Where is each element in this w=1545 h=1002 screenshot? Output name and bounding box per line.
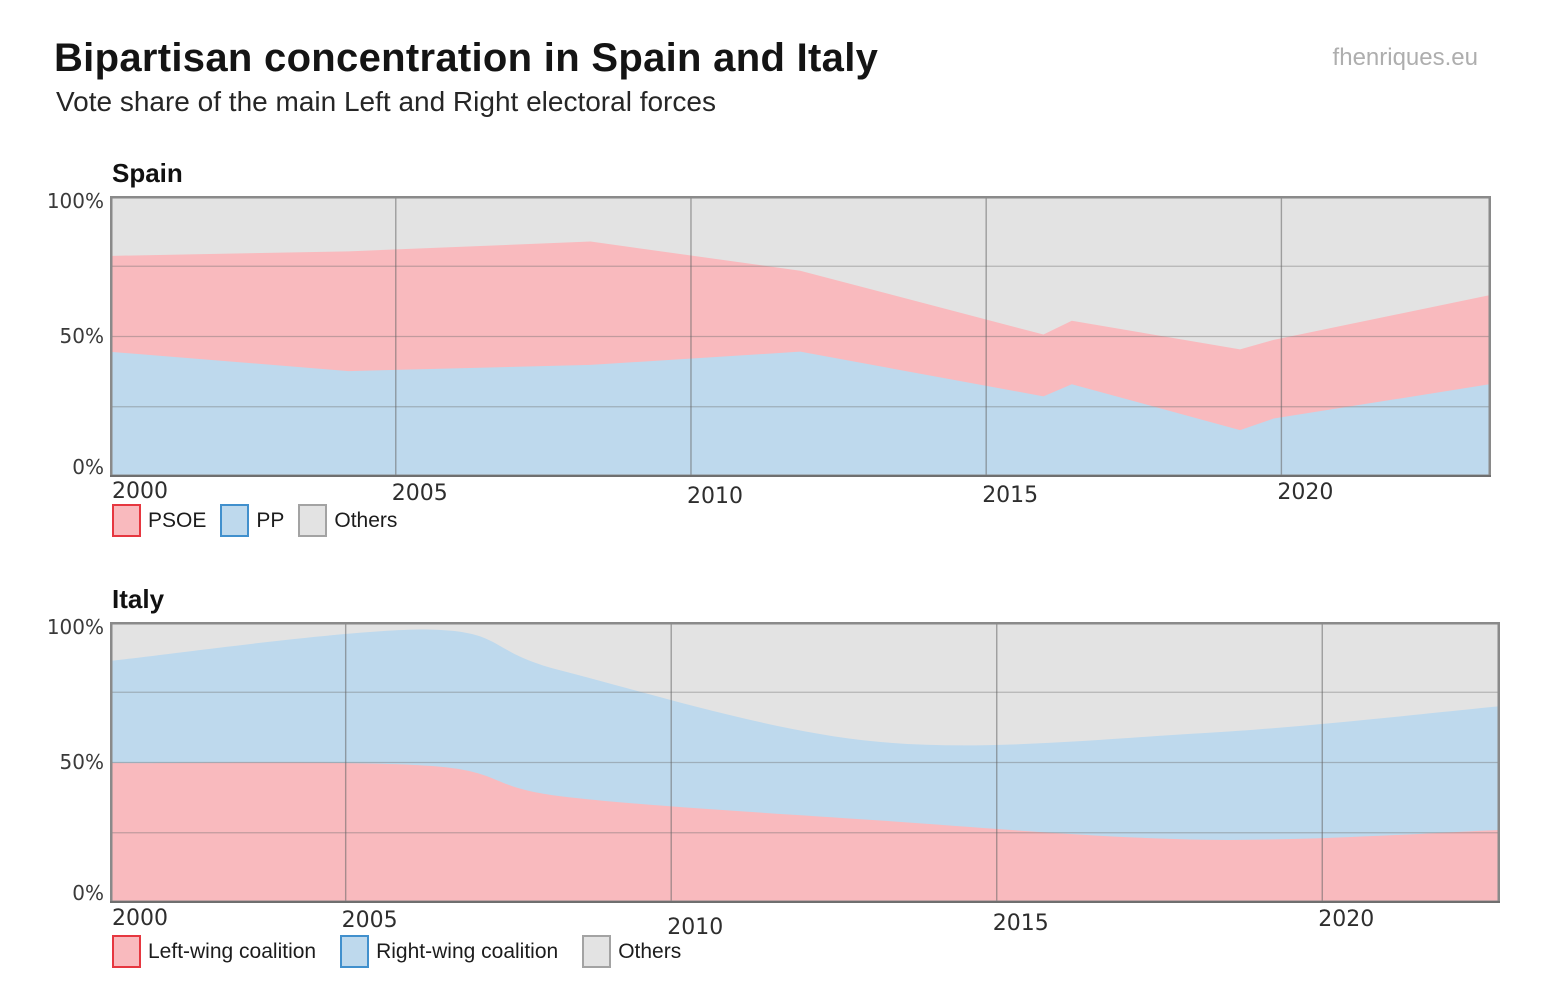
legend-item: PP — [220, 504, 284, 537]
y-axis-tick-label: 100% — [46, 615, 104, 639]
legend-label: Others — [618, 939, 682, 963]
legend-item: PSOE — [112, 504, 206, 537]
italy-chart-title: Italy — [112, 584, 165, 614]
legend-label: PP — [256, 508, 285, 532]
x-axis-tick-label: 2005 — [341, 908, 398, 933]
italy-stacked-area-chart — [110, 622, 1500, 903]
x-axis-tick-label: 2020 — [1318, 907, 1375, 932]
bottom-stack-area — [112, 351, 1491, 477]
legend-item: Others — [582, 935, 681, 968]
x-axis-tick-label: 2005 — [391, 481, 448, 506]
legend-label: Left-wing coalition — [148, 939, 317, 963]
page-title: Bipartisan concentration in Spain and It… — [54, 36, 879, 80]
y-axis-tick-label: 50% — [59, 323, 104, 348]
spain-legend: PSOE PP Others — [112, 504, 397, 537]
legend-swatch — [582, 935, 612, 968]
legend-label: PSOE — [148, 508, 207, 532]
legend-item: Left-wing coalition — [112, 935, 316, 968]
bottom-stack-area — [110, 762, 1500, 903]
x-axis-tick-label: 2010 — [686, 484, 743, 509]
spain-stacked-area-chart — [110, 196, 1491, 477]
x-axis-tick-label: 2015 — [992, 911, 1049, 936]
spain-chart-title: Spain — [112, 158, 183, 188]
x-axis-tick-label: 2020 — [1277, 480, 1334, 505]
legend-swatch — [220, 504, 250, 537]
y-axis-tick-label: 0% — [72, 881, 104, 905]
page-subtitle: Vote share of the main Left and Right el… — [56, 86, 716, 117]
italy-legend: Left-wing coalition Right-wing coalition O… — [112, 935, 681, 968]
x-axis-tick-label: 2015 — [982, 483, 1039, 508]
y-axis-tick-label: 100% — [46, 189, 104, 213]
y-axis-tick-label: 50% — [59, 749, 104, 774]
x-axis-tick-label: 2000 — [112, 479, 168, 504]
x-axis-tick-label: 2010 — [667, 915, 724, 940]
legend-swatch — [112, 504, 141, 537]
legend-swatch — [298, 504, 328, 537]
legend-swatch — [340, 935, 370, 968]
watermark-link[interactable]: fhenriques.eu — [1332, 44, 1478, 71]
legend-item: Others — [298, 504, 397, 537]
legend-swatch — [112, 935, 141, 968]
legend-item: Right-wing coalition — [340, 935, 558, 968]
x-axis-tick-label: 2000 — [112, 906, 168, 931]
legend-label: Others — [334, 508, 398, 532]
legend-label: Right-wing coalition — [376, 939, 559, 963]
y-axis-tick-label: 0% — [72, 455, 104, 479]
